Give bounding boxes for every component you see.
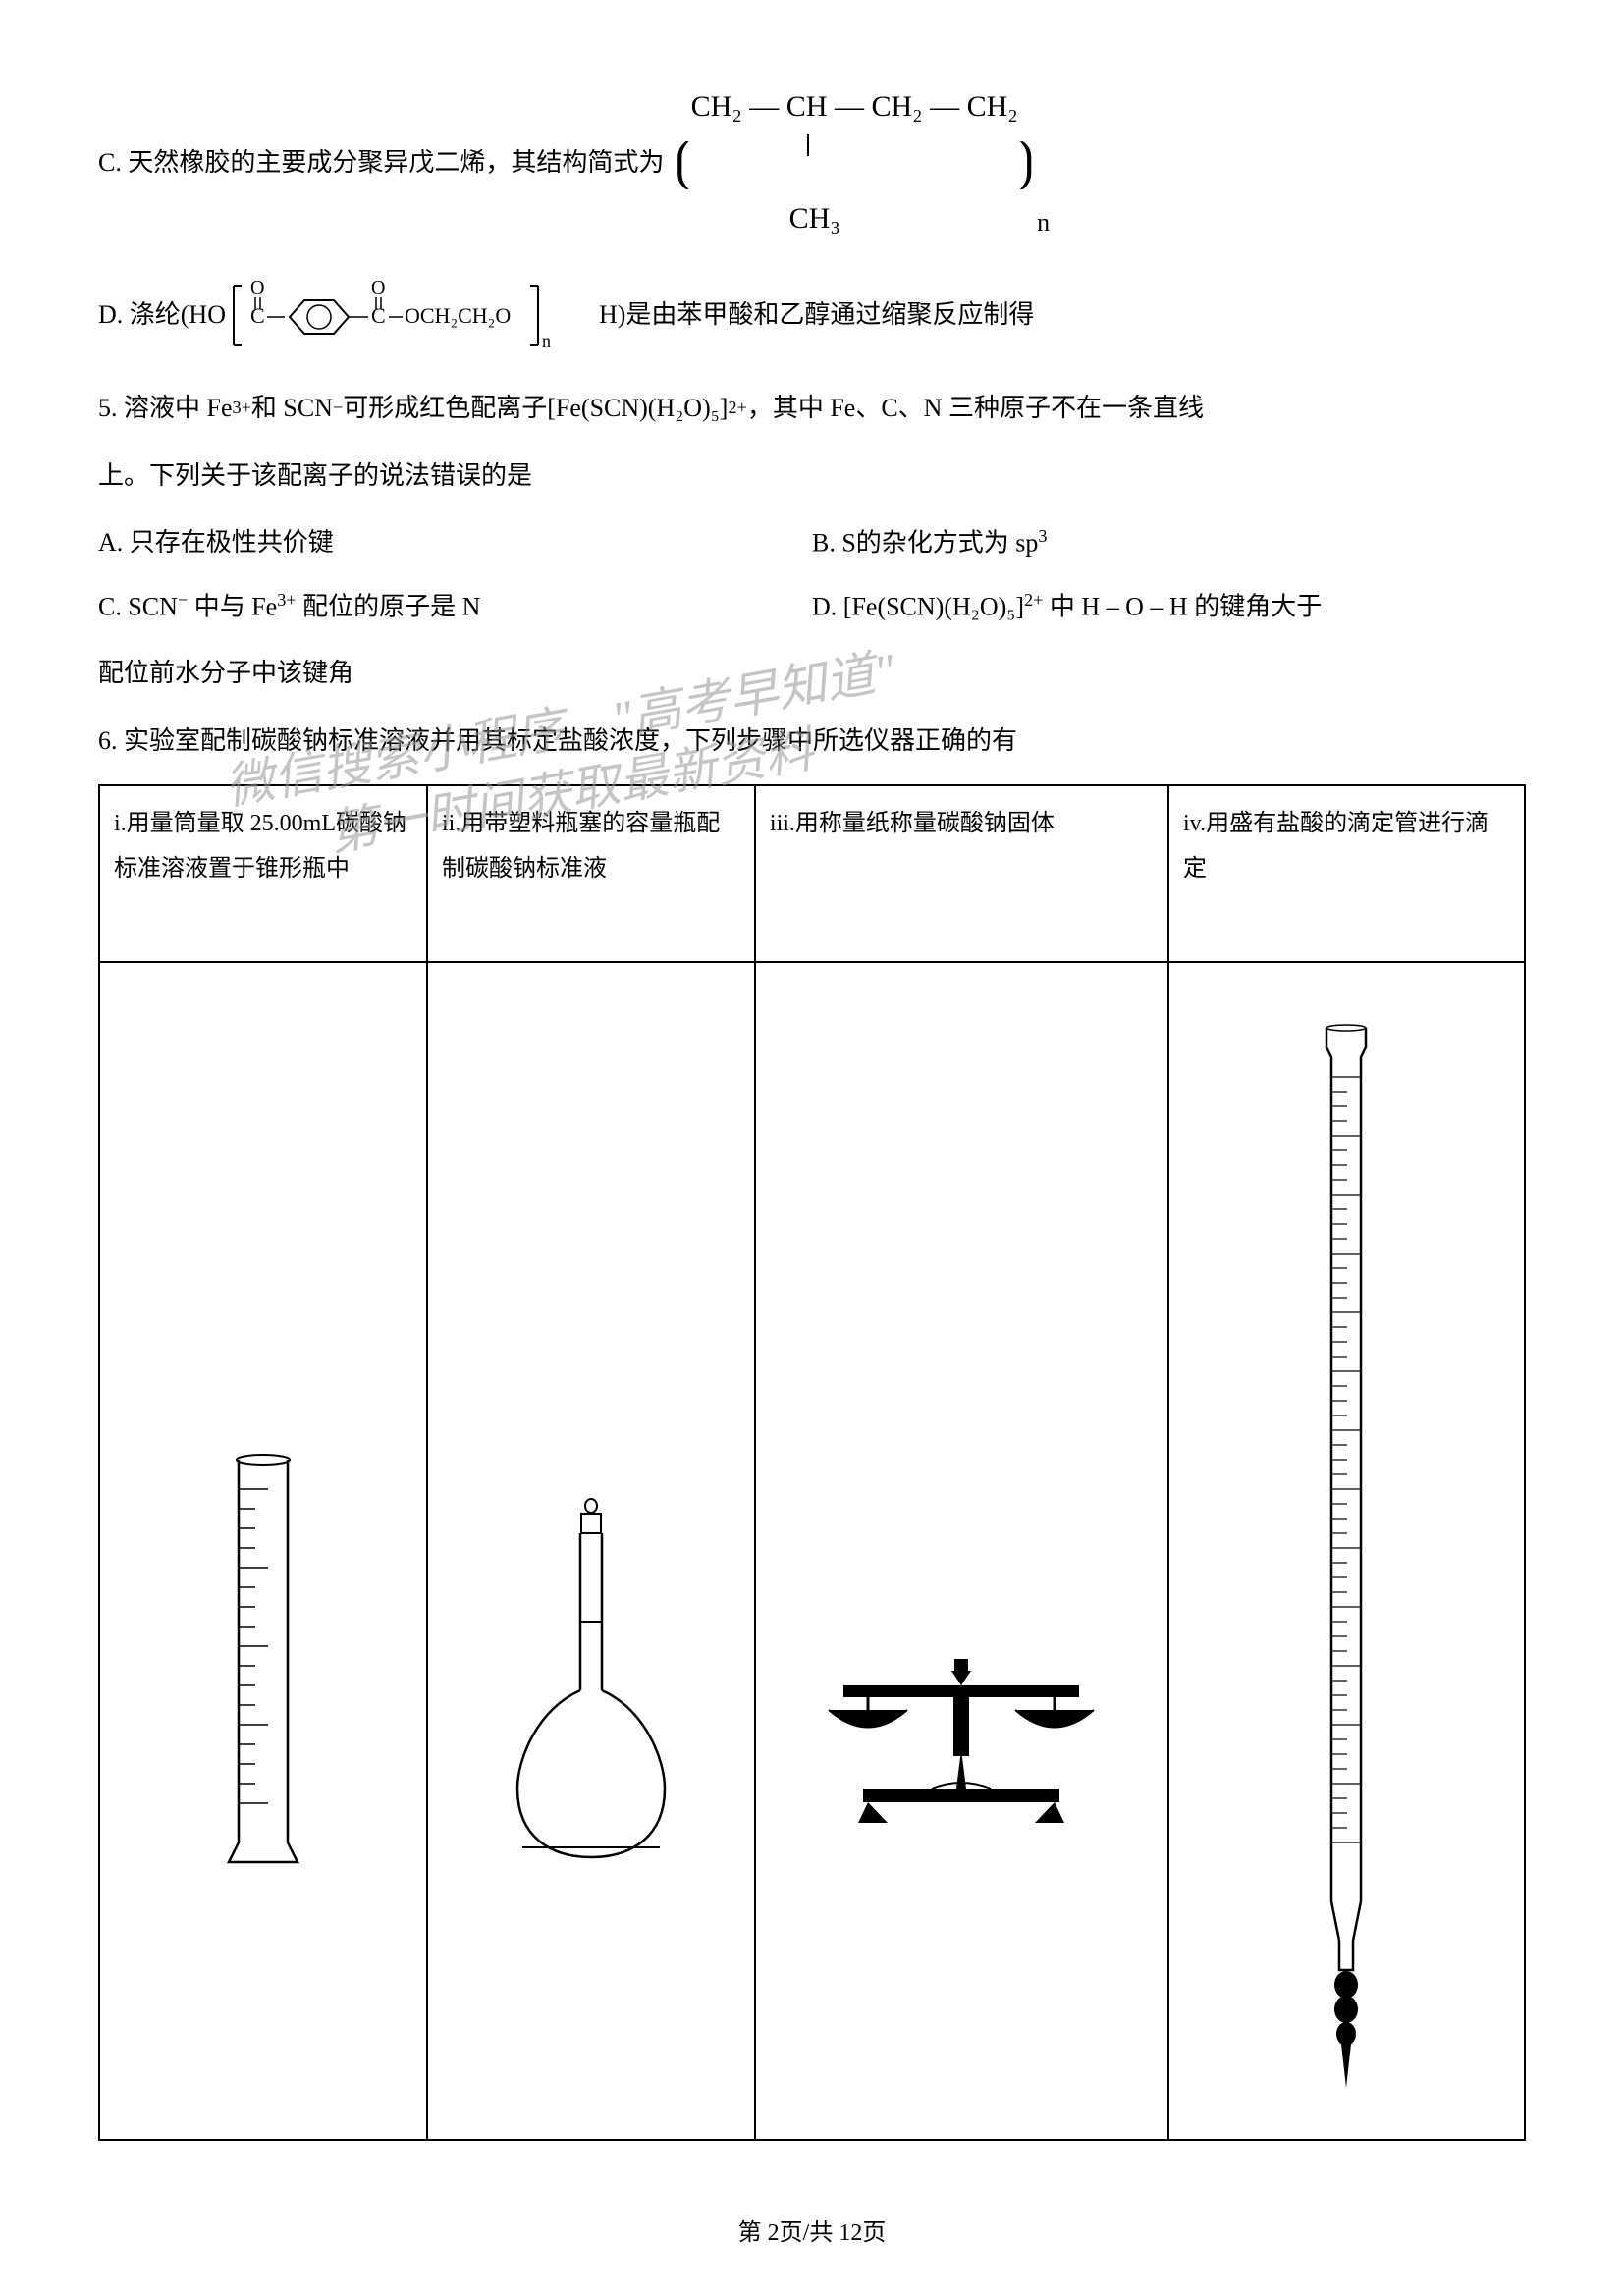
fe-charge: 3+: [233, 391, 251, 425]
q5-opt-d-line2: 配位前水分子中该键角: [98, 649, 1526, 697]
left-bracket: ⟮: [674, 137, 690, 188]
svg-text:OCH₂CH₂O: OCH₂CH₂O: [405, 303, 511, 328]
q5-opt-d: D. [Fe(SCN)(H₂O)₅]2+ 中 H – O – H 的键角大于: [812, 584, 1526, 630]
q6-col4-header: iv.用盛有盐酸的滴定管进行滴定: [1168, 785, 1525, 962]
polymer-branch: CH₃: [789, 190, 840, 246]
volumetric-flask-icon: [508, 1494, 675, 1867]
q5-stem-line2: 上。下列关于该配离子的说法错误的是: [98, 452, 1526, 500]
option-d-suffix: H)是由苯甲酸和乙醇通过缩聚反应制得: [599, 291, 1034, 339]
q6-col1-image: [99, 962, 427, 2140]
dacron-svg: C O C O OCH₂CH₂O n: [226, 276, 599, 354]
q5-text3: 可形成红色配离子: [343, 384, 547, 432]
option-c: C. 天然橡胶的主要成分聚异戊二烯，其结构简式为 ⟮ CH₂ — CH — CH…: [98, 79, 1526, 246]
q6-table: i.用量筒量取 25.00mL碳酸钠标准溶液置于锥形瓶中 ii.用带塑料瓶塞的容…: [98, 784, 1526, 2141]
q5-stem: 5. 溶液中 Fe3+ 和 SCN− 可形成红色配离子 [Fe(SCN)(H₂O…: [98, 384, 1526, 432]
burette-icon: [1292, 1018, 1400, 2098]
svg-text:O: O: [250, 277, 264, 298]
q6-col1-header: i.用量筒量取 25.00mL碳酸钠标准溶液置于锥形瓶中: [99, 785, 427, 962]
polymer-main-chain: CH₂ — CH — CH₂ — CH₂: [691, 90, 1018, 123]
q5-opt-b: B. S的杂化方式为 sp3: [812, 520, 1526, 566]
svg-text:O: O: [371, 277, 385, 298]
q5-complex: [Fe(SCN)(H₂O)₅]: [547, 384, 728, 432]
q6-col3-header: iii.用称量纸称量碳酸钠固体: [755, 785, 1168, 962]
svg-text:C: C: [371, 303, 386, 328]
q5-options-cd: C. SCN− 中与 Fe3+ 配位的原子是 N D. [Fe(SCN)(H₂O…: [98, 584, 1526, 630]
q5-text2: 和 SCN: [251, 384, 333, 432]
q6-stem: 6. 实验室配制碳酸钠标准溶液并用其标定盐酸浓度，下列步骤中所选仪器正确的有: [98, 717, 1526, 765]
dacron-formula: C O C O OCH₂CH₂O n: [226, 276, 599, 354]
svg-text:C: C: [250, 303, 265, 328]
scn-charge: −: [333, 391, 343, 425]
q5-opt-a: A. 只存在极性共价键: [98, 520, 812, 566]
q6-col3-image: [755, 962, 1168, 2140]
q6-col2-header: ii.用带塑料瓶塞的容量瓶配制碳酸钠标准液: [427, 785, 755, 962]
option-d: D. 涤纶(HO C O C O OCH₂CH₂O: [98, 276, 1526, 354]
q6-col4-image: [1168, 962, 1525, 2140]
svg-text:n: n: [542, 331, 551, 350]
complex-charge: 2+: [728, 391, 746, 425]
q6-col2-image: [427, 962, 755, 2140]
q5-options-ab: A. 只存在极性共价键 B. S的杂化方式为 sp3: [98, 520, 1526, 566]
page-footer: 第 2页/共 12页: [0, 2213, 1624, 2247]
option-d-prefix: D. 涤纶(HO: [98, 291, 226, 339]
polymer-n: n: [1037, 198, 1050, 246]
graduated-cylinder-icon: [214, 1450, 312, 1882]
q5-text1: 5. 溶液中 Fe: [98, 384, 233, 432]
q5-text5: 上。下列关于该配离子的说法错误的是: [98, 452, 532, 500]
polymer-formula: ⟮ CH₂ — CH — CH₂ — CH₂ CH₃ ⟯ n: [674, 79, 1050, 246]
balance-scale-icon: [814, 1631, 1109, 1828]
option-c-text: C. 天然橡胶的主要成分聚异戊二烯，其结构简式为: [98, 138, 664, 187]
q5-opt-c: C. SCN− 中与 Fe3+ 配位的原子是 N: [98, 584, 812, 630]
q5-text4: ，其中 Fe、C、N 三种原子不在一条直线: [747, 384, 1204, 432]
right-bracket: ⟯: [1018, 137, 1035, 188]
